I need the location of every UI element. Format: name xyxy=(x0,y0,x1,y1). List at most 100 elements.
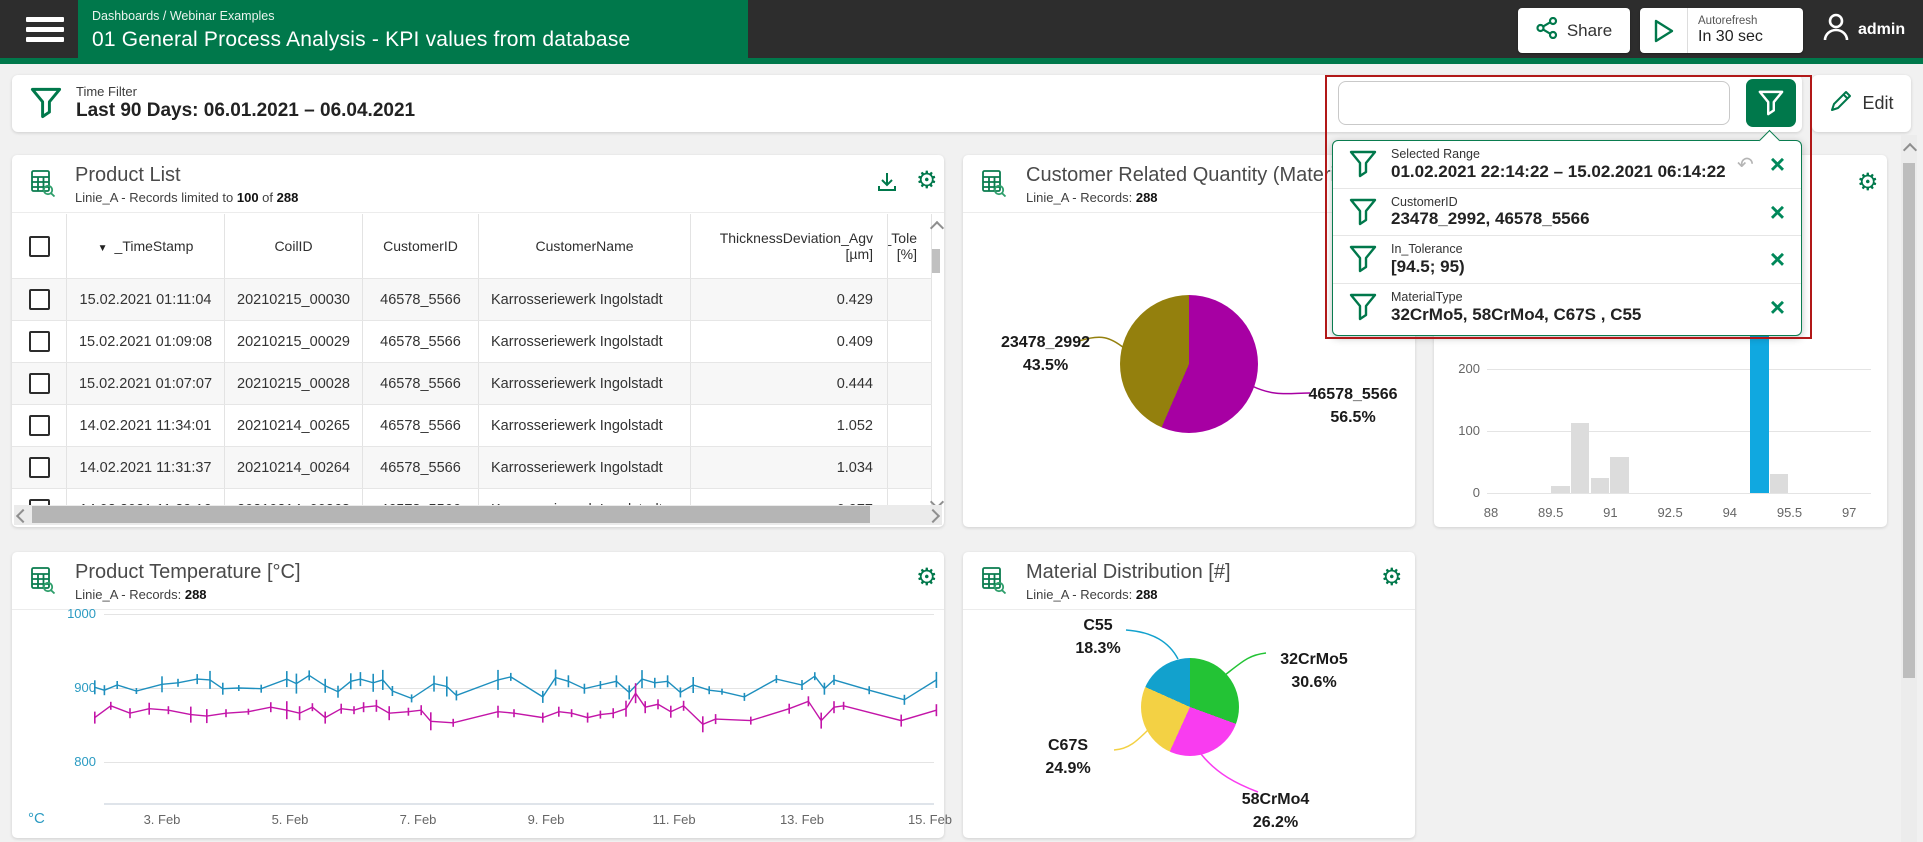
cell: 20210214_00264 xyxy=(225,447,363,488)
column-header[interactable]: CoilID xyxy=(225,214,363,278)
filter-value: 01.02.2021 22:14:22 – 15.02.2021 06:14:2… xyxy=(1391,162,1737,182)
scroll-left-icon[interactable] xyxy=(16,509,30,523)
x-tick-label: 91 xyxy=(1588,505,1632,520)
y-tick-label: 900 xyxy=(52,680,96,695)
filter-funnel-icon xyxy=(1758,89,1784,117)
row-checkbox[interactable] xyxy=(29,331,50,352)
filter-value: [94.5; 95) xyxy=(1391,257,1764,277)
edit-button[interactable]: Edit xyxy=(1812,75,1911,132)
cell xyxy=(888,447,932,488)
column-header[interactable]: CustomerID xyxy=(363,214,479,278)
gridline xyxy=(1487,431,1871,432)
gear-icon[interactable]: ⚙ xyxy=(1857,171,1879,195)
scroll-up-icon[interactable] xyxy=(930,221,944,235)
row-checkbox[interactable] xyxy=(29,457,50,478)
select-all-checkbox[interactable] xyxy=(29,236,50,257)
cell: Karrosseriewerk Ingolstadt xyxy=(479,447,691,488)
cell: 20210215_00029 xyxy=(225,321,363,362)
remove-filter-icon[interactable]: × xyxy=(1764,154,1791,174)
table-row[interactable]: 14.02.2021 11:31:3720210214_0026446578_5… xyxy=(12,447,932,489)
autorefresh-button[interactable]: Autorefresh In 30 sec xyxy=(1640,8,1803,53)
funnel-icon xyxy=(1349,292,1377,322)
row-checkbox[interactable] xyxy=(29,289,50,310)
cell: 46578_5566 xyxy=(363,405,479,446)
table-vertical-scrollbar[interactable] xyxy=(930,221,942,507)
filter-label: CustomerID xyxy=(1391,195,1764,209)
filter-button[interactable] xyxy=(1746,79,1796,127)
column-header[interactable]: In_Tole[%] xyxy=(888,214,932,278)
x-tick-label: 95.5 xyxy=(1768,505,1812,520)
panel-subtitle: Linie_A - Records: 288 xyxy=(1026,587,1158,602)
x-tick-label: 3. Feb xyxy=(132,812,192,827)
table-horizontal-scrollbar[interactable] xyxy=(14,505,942,525)
pie-label: 46578_556656.5% xyxy=(1288,383,1418,429)
panel-title: Material Distribution [#] xyxy=(1026,561,1231,584)
x-tick-label: 92.5 xyxy=(1648,505,1692,520)
column-header[interactable]: CustomerName xyxy=(479,214,691,278)
panel-header: Product Temperature [°C] Linie_A - Recor… xyxy=(12,552,944,610)
filter-search-input[interactable] xyxy=(1338,81,1730,125)
hamburger-menu-icon[interactable] xyxy=(26,17,64,43)
cell xyxy=(888,321,932,362)
cell: 46578_5566 xyxy=(363,321,479,362)
scroll-right-icon[interactable] xyxy=(926,509,940,523)
cell xyxy=(888,279,932,320)
autorefresh-label: Autorefresh xyxy=(1698,15,1763,28)
scroll-up-icon[interactable] xyxy=(1903,143,1917,157)
cell xyxy=(12,489,67,506)
sort-desc-icon[interactable]: ▼ xyxy=(98,243,108,254)
pie-label: 32CrMo530.6% xyxy=(1259,648,1369,694)
breadcrumb[interactable]: Dashboards / Webinar Examples xyxy=(92,9,275,23)
time-filter-funnel-icon xyxy=(30,86,62,125)
y-tick-label: 100 xyxy=(1442,423,1480,438)
table-row[interactable]: 15.02.2021 01:11:0420210215_0003046578_5… xyxy=(12,279,932,321)
table-row[interactable]: 14.02.2021 11:29:1620210214_0026346578_5… xyxy=(12,489,932,506)
x-tick-label: 13. Feb xyxy=(772,812,832,827)
customer-pie-chart[interactable] xyxy=(1120,295,1258,433)
x-tick-label: 9. Feb xyxy=(516,812,576,827)
row-checkbox[interactable] xyxy=(29,415,50,436)
panel-title: Customer Related Quantity (Material) xyxy=(1026,164,1357,187)
funnel-icon xyxy=(1349,149,1377,179)
filter-popup-row: Selected Range01.02.2021 22:14:22 – 15.0… xyxy=(1333,141,1801,189)
filter-value: 23478_2992, 46578_5566 xyxy=(1391,209,1764,229)
gear-icon[interactable]: ⚙ xyxy=(916,566,938,590)
user-menu[interactable]: admin xyxy=(1822,12,1905,47)
panel-subtitle: Linie_A - Records: 288 xyxy=(1026,190,1158,205)
column-header[interactable]: ▼_TimeStamp xyxy=(67,214,225,278)
remove-filter-icon[interactable]: × xyxy=(1764,202,1791,222)
cell: Karrosseriewerk Ingolstadt xyxy=(479,363,691,404)
table-body: 15.02.2021 01:11:0420210215_0003046578_5… xyxy=(12,279,932,506)
download-icon[interactable] xyxy=(876,171,898,198)
cell: 46578_5566 xyxy=(363,489,479,506)
panel-subtitle: Linie_A - Records limited to 100 of 288 xyxy=(75,190,298,205)
share-label: Share xyxy=(1567,21,1612,41)
table-row[interactable]: 15.02.2021 01:09:0820210215_0002946578_5… xyxy=(12,321,932,363)
cell xyxy=(12,447,67,488)
scrollbar-thumb[interactable] xyxy=(1903,163,1915,678)
cell: 1.034 xyxy=(691,447,888,488)
play-icon[interactable] xyxy=(1640,8,1688,53)
x-tick-label: 5. Feb xyxy=(260,812,320,827)
page-scrollbar[interactable] xyxy=(1901,135,1917,842)
time-filter-value[interactable]: Last 90 Days: 06.01.2021 – 06.04.2021 xyxy=(76,100,415,122)
gear-icon[interactable]: ⚙ xyxy=(916,169,938,193)
remove-filter-icon[interactable]: × xyxy=(1764,249,1791,269)
table-row[interactable]: 14.02.2021 11:34:0120210214_0026546578_5… xyxy=(12,405,932,447)
user-icon xyxy=(1822,12,1850,47)
material-pie-chart[interactable] xyxy=(1141,658,1239,756)
edit-label: Edit xyxy=(1862,93,1893,114)
x-axis-line xyxy=(104,803,934,805)
table-search-icon xyxy=(30,566,56,599)
column-header[interactable]: ThicknessDeviation_Agv[µm] xyxy=(691,214,888,278)
undo-icon[interactable]: ↶ xyxy=(1737,152,1754,177)
table-row[interactable]: 15.02.2021 01:07:0720210215_0002846578_5… xyxy=(12,363,932,405)
page-title: 01 General Process Analysis - KPI values… xyxy=(92,28,630,52)
remove-filter-icon[interactable]: × xyxy=(1764,297,1791,317)
share-button[interactable]: Share xyxy=(1518,8,1630,53)
table-search-icon xyxy=(30,169,56,202)
row-checkbox[interactable] xyxy=(29,373,50,394)
filter-popup-row: MaterialType32CrMo5, 58CrMo4, C67S , C55… xyxy=(1333,284,1801,332)
gear-icon[interactable]: ⚙ xyxy=(1381,566,1403,590)
y-tick-label: 200 xyxy=(1442,361,1480,376)
